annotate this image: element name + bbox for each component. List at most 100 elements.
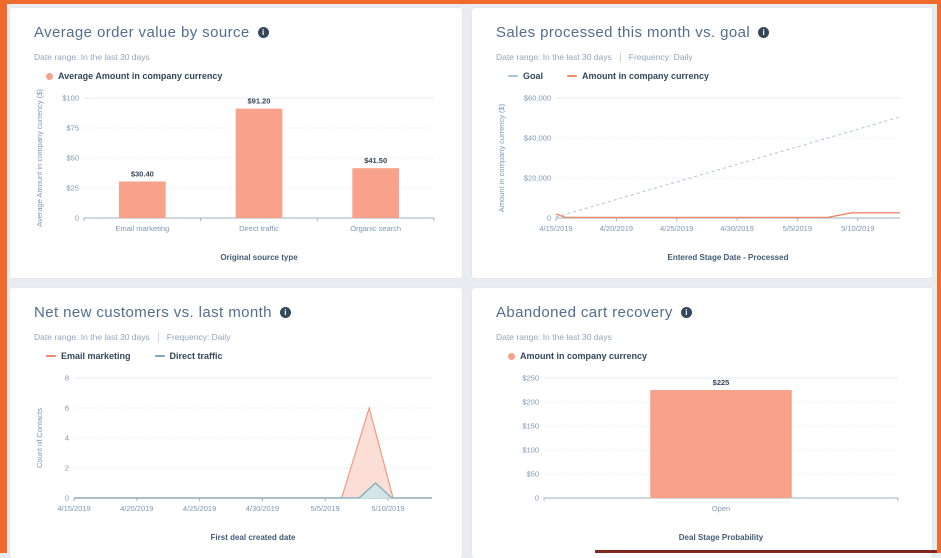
meta-divider (619, 52, 621, 62)
card-header: Net new customers vs. last month i (34, 304, 438, 321)
legend-item[interactable]: Direct traffic (154, 351, 223, 361)
chart-canvas[interactable]: 0 2 4 6 8 4/15/2019 4/20/2019 4/25/2019 4/30/201… (34, 366, 438, 549)
svg-text:Open: Open (712, 504, 730, 513)
svg-text:Entered Stage Date - Processed: Entered Stage Date - Processed (668, 253, 789, 262)
chart-svg[interactable]: 0 $50 $100 $150 $200 $250 $225 Open Deal Stage P… (496, 366, 908, 544)
legend: Email marketing Direct traffic (34, 351, 438, 361)
panel-abandoned-cart-recovery: Abandoned cart recovery i Date range: In… (472, 288, 932, 558)
date-range-label: Date range: In the last 30 days (496, 332, 612, 342)
chart-svg[interactable]: 0 $20,000 $40,000 $60,000 4/15/2019 4/20/2019… (496, 86, 908, 264)
svg-text:8: 8 (65, 374, 69, 383)
svg-text:$40,000: $40,000 (524, 134, 551, 143)
legend: Average Amount in company currency (34, 71, 438, 81)
card-header: Average order value by source i (34, 24, 438, 41)
chart-canvas[interactable]: 0 $20,000 $40,000 $60,000 4/15/2019 4/20/2019… (496, 86, 908, 269)
svg-text:Amount in company currency ($): Amount in company currency ($) (497, 103, 506, 212)
card-header: Abandoned cart recovery i (496, 304, 908, 321)
card-header: Sales processed this month vs. goal i (496, 24, 908, 41)
svg-text:5/10/2019: 5/10/2019 (371, 504, 404, 513)
svg-text:Organic search: Organic search (350, 224, 401, 233)
svg-text:5/10/2019: 5/10/2019 (841, 224, 874, 233)
svg-text:Count of Contacts: Count of Contacts (35, 408, 44, 468)
chart-canvas[interactable]: 0 $25 $50 $75 $100 $30.40 Email marketing $91.2… (34, 86, 438, 269)
legend-label: Average Amount in company currency (58, 71, 223, 81)
svg-text:2: 2 (65, 464, 69, 473)
legend-label: Email marketing (61, 351, 131, 361)
legend-label: Amount in company currency (582, 71, 710, 81)
chart-title[interactable]: Net new customers vs. last month (34, 304, 272, 321)
svg-text:4/25/2019: 4/25/2019 (183, 504, 216, 513)
svg-text:0: 0 (65, 494, 69, 503)
date-range-label: Date range: In the last 30 days (34, 52, 150, 62)
panel-net-new-customers: Net new customers vs. last month i Date … (10, 288, 462, 558)
svg-text:Email marketing: Email marketing (115, 224, 169, 233)
chart-canvas[interactable]: 0 $50 $100 $150 $200 $250 $225 Open Deal Stage P… (496, 366, 908, 549)
svg-text:$20,000: $20,000 (524, 174, 551, 183)
svg-text:4/20/2019: 4/20/2019 (600, 224, 633, 233)
svg-text:Original source type: Original source type (220, 253, 298, 262)
chart-meta: Date range: In the last 30 days Frequenc… (496, 52, 908, 62)
panel-average-order-value: Average order value by source i Date ran… (10, 8, 462, 278)
svg-text:$225: $225 (713, 378, 730, 387)
svg-text:4/20/2019: 4/20/2019 (120, 504, 153, 513)
svg-text:$30.40: $30.40 (131, 170, 154, 179)
svg-text:$41.50: $41.50 (364, 156, 387, 165)
svg-text:4/25/2019: 4/25/2019 (660, 224, 693, 233)
legend-label: Goal (523, 71, 544, 81)
legend: Goal Amount in company currency (496, 71, 908, 81)
legend-item[interactable]: Average Amount in company currency (46, 71, 222, 81)
svg-text:Deal Stage Probability: Deal Stage Probability (679, 533, 764, 542)
date-range-label: Date range: In the last 30 days (34, 332, 150, 342)
legend-marker-dash (154, 355, 165, 357)
chart-meta: Date range: In the last 30 days (34, 52, 438, 62)
legend-marker-dot (508, 352, 515, 360)
legend-item[interactable]: Amount in company currency (567, 71, 709, 81)
svg-text:0: 0 (547, 214, 551, 223)
svg-text:$25: $25 (66, 184, 79, 193)
legend-item[interactable]: Amount in company currency (508, 351, 647, 361)
legend-marker-dash (567, 75, 578, 77)
frequency-label: Frequency: Daily (166, 332, 231, 342)
svg-text:Direct traffic: Direct traffic (239, 224, 279, 233)
svg-text:$75: $75 (66, 124, 79, 133)
svg-text:5/5/2019: 5/5/2019 (783, 224, 812, 233)
legend-item[interactable]: Email marketing (46, 351, 131, 361)
svg-text:6: 6 (65, 404, 69, 413)
svg-text:$50: $50 (66, 154, 79, 163)
svg-text:4/30/2019: 4/30/2019 (246, 504, 279, 513)
svg-text:First deal created date: First deal created date (211, 533, 296, 542)
svg-text:4/15/2019: 4/15/2019 (539, 224, 572, 233)
legend-item[interactable]: Goal (508, 71, 543, 81)
svg-text:5/5/2019: 5/5/2019 (311, 504, 340, 513)
svg-text:4/15/2019: 4/15/2019 (57, 504, 90, 513)
chart-title[interactable]: Average order value by source (34, 24, 250, 41)
svg-text:0: 0 (535, 494, 539, 503)
chart-title[interactable]: Sales processed this month vs. goal (496, 24, 751, 41)
svg-text:$150: $150 (522, 422, 539, 431)
svg-text:$200: $200 (522, 398, 539, 407)
svg-text:$100: $100 (522, 446, 539, 455)
svg-text:$250: $250 (522, 374, 539, 383)
info-icon[interactable]: i (680, 307, 692, 318)
date-range-label: Date range: In the last 30 days (496, 52, 612, 62)
info-icon[interactable]: i (257, 27, 269, 38)
chart-svg[interactable]: 0 $25 $50 $75 $100 $30.40 Email marketing $91.2… (34, 86, 438, 264)
info-icon[interactable]: i (758, 27, 770, 38)
panel-sales-vs-goal: Sales processed this month vs. goal i Da… (472, 8, 932, 278)
legend-label: Direct traffic (169, 351, 223, 361)
chart-meta: Date range: In the last 30 days Frequenc… (34, 332, 438, 342)
legend-label: Amount in company currency (520, 351, 648, 361)
svg-text:$100: $100 (62, 94, 79, 103)
svg-text:0: 0 (75, 214, 79, 223)
meta-divider (157, 332, 159, 342)
chart-title[interactable]: Abandoned cart recovery (496, 304, 673, 321)
chart-svg[interactable]: 0 2 4 6 8 4/15/2019 4/20/2019 4/25/2019 4/30/201… (34, 366, 438, 544)
frequency-label: Frequency: Daily (628, 52, 693, 62)
legend: Amount in company currency (496, 351, 908, 361)
svg-text:$60,000: $60,000 (524, 94, 551, 103)
legend-marker-dot (46, 72, 53, 80)
svg-text:4/30/2019: 4/30/2019 (720, 224, 753, 233)
svg-text:$91.20: $91.20 (248, 97, 271, 106)
legend-marker-dash (46, 355, 56, 357)
info-icon[interactable]: i (279, 307, 291, 318)
